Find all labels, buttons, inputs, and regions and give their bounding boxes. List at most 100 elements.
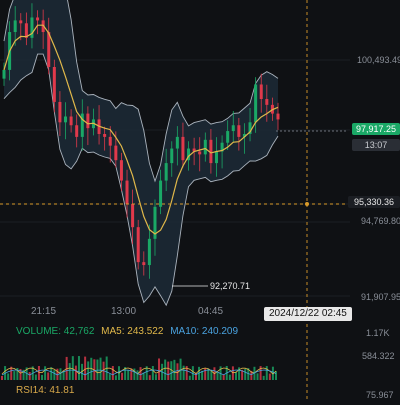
candle-body xyxy=(237,125,241,137)
volume-bar xyxy=(62,370,65,380)
candle-body xyxy=(69,116,73,126)
volume-bar xyxy=(234,372,237,380)
candle-body xyxy=(64,116,68,123)
candle-body xyxy=(58,101,62,123)
volume-bar xyxy=(241,369,244,380)
volume-bar xyxy=(28,372,31,380)
volume-bar xyxy=(142,372,145,380)
volume-bar xyxy=(111,366,114,380)
volume-bar xyxy=(179,358,182,380)
candle-body xyxy=(103,133,107,137)
volume-bar xyxy=(216,372,219,380)
candle-body xyxy=(170,148,174,164)
volume-bar xyxy=(262,375,265,380)
candle-body xyxy=(254,84,258,123)
volume-bar xyxy=(204,368,207,380)
candle-body xyxy=(52,66,56,102)
candle-body xyxy=(131,203,135,228)
volume-bar xyxy=(158,358,161,380)
volume-bar xyxy=(84,356,87,380)
candle-body xyxy=(30,17,34,38)
volume-bar xyxy=(16,368,19,380)
volume-bar xyxy=(50,367,53,380)
candle-body xyxy=(108,136,112,146)
crosshair-point xyxy=(305,202,309,206)
volume-bar xyxy=(247,368,250,380)
volume-bar xyxy=(22,369,25,380)
volume-bar xyxy=(74,365,77,380)
candle-body xyxy=(36,17,40,21)
volume-ma10-line xyxy=(1,369,277,376)
volume-value: VOLUME: 42,762 xyxy=(16,326,95,337)
volume-bar xyxy=(56,368,59,380)
volume-bar xyxy=(77,356,80,380)
volume-bar xyxy=(250,370,253,380)
candle-body xyxy=(142,262,146,266)
volume-bar xyxy=(114,375,117,380)
candle-body xyxy=(47,32,51,67)
price-axis-label: 100,493.49 xyxy=(357,55,400,65)
volume-bar xyxy=(207,368,210,380)
volume-bar xyxy=(244,368,247,380)
candle-body xyxy=(181,136,185,161)
volume-ma10: MA10: 240.209 xyxy=(170,326,239,337)
volume-bar xyxy=(154,374,157,380)
volume-bar xyxy=(7,373,10,380)
candle-body xyxy=(125,180,129,204)
time-axis-label: 21:15 xyxy=(31,306,56,317)
time-axis-label: 13:00 xyxy=(111,306,136,317)
volume-bar xyxy=(164,359,167,380)
volume-axis-label: 584.322 xyxy=(362,351,395,361)
volume-bar xyxy=(47,372,50,380)
volume-bar xyxy=(136,370,139,380)
volume-bar xyxy=(41,374,44,380)
volume-axis-label: 1.17K xyxy=(366,328,390,338)
volume-bar xyxy=(265,366,268,380)
candle-body xyxy=(187,148,191,161)
volume-bar xyxy=(194,373,197,380)
candle-body xyxy=(147,238,151,266)
bollinger-band-area xyxy=(4,0,278,306)
volume-bar xyxy=(127,370,130,380)
candle-body xyxy=(13,20,17,33)
candle-body xyxy=(198,151,202,155)
volume-bar xyxy=(188,375,191,380)
volume-bar xyxy=(71,356,74,380)
countdown-tag: 13:07 xyxy=(352,139,400,151)
price-axis-label: 94,769.80 xyxy=(361,216,400,226)
volume-bar xyxy=(1,376,3,380)
volume-bar xyxy=(210,370,213,380)
volume-bar xyxy=(145,366,148,380)
candle-body xyxy=(19,20,23,24)
candle-body xyxy=(75,125,79,137)
volume-bar xyxy=(176,363,179,380)
volume-bar xyxy=(256,373,259,380)
volume-bar xyxy=(59,368,62,380)
price-axis-label: 91,907.95 xyxy=(361,292,400,302)
bollinger-upper-line xyxy=(3,0,279,183)
volume-bar xyxy=(238,367,241,380)
candle-body xyxy=(209,139,213,164)
candle-body xyxy=(114,145,118,161)
volume-bar xyxy=(37,366,40,380)
candle-body xyxy=(276,113,280,120)
volume-bar xyxy=(68,363,71,380)
volume-bar xyxy=(182,365,185,380)
volume-bar xyxy=(228,374,231,380)
volume-bar xyxy=(87,361,90,380)
volume-bar xyxy=(99,357,102,380)
volume-bar xyxy=(139,367,142,380)
volume-bar xyxy=(108,374,111,380)
candle-body xyxy=(119,160,123,181)
volume-bar xyxy=(173,359,176,380)
volume-bar xyxy=(201,370,204,380)
candle-body xyxy=(214,151,218,164)
volume-bar xyxy=(259,366,262,380)
candle-body xyxy=(265,99,269,105)
volume-bar xyxy=(275,371,277,380)
candle-body xyxy=(86,113,90,129)
rsi-legend: RSI14: 41.81 xyxy=(16,385,75,396)
volume-bar xyxy=(44,366,47,380)
